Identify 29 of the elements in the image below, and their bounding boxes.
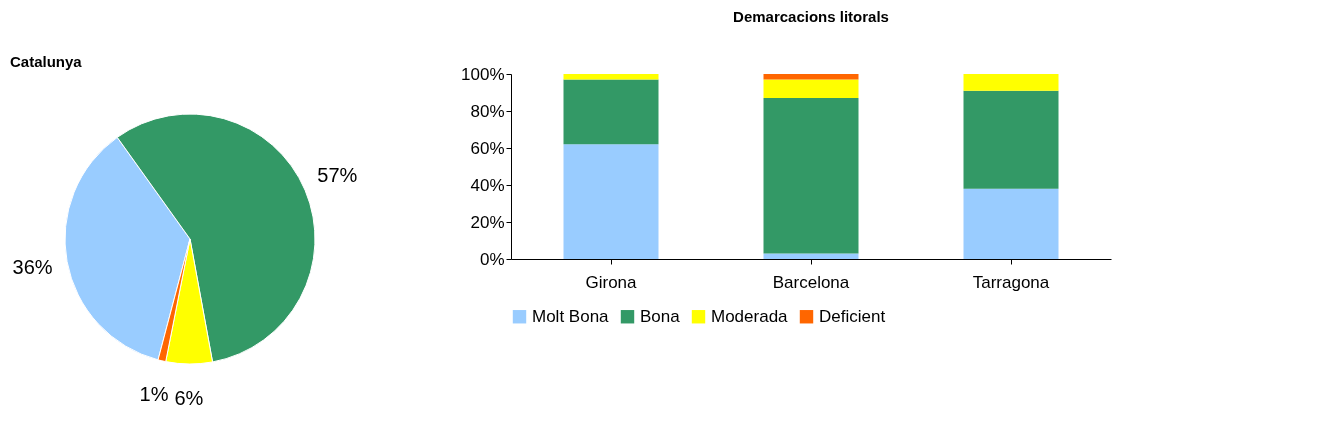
data-label: 6%: [174, 387, 204, 409]
chart-title: Catalunya: [10, 53, 83, 70]
legend-label: Deficient: [819, 306, 886, 326]
bar: [963, 188, 1059, 259]
x-tick-label: Girona: [585, 272, 638, 292]
bar: [563, 74, 659, 80]
bar: [763, 74, 859, 80]
y-tick-label: 0%: [479, 249, 505, 269]
chart-title: Demarcacions litorals: [733, 8, 889, 25]
y-tick-label: 20%: [470, 212, 505, 232]
y-tick-label: 100%: [461, 64, 505, 84]
bar: [563, 144, 659, 259]
bar: [763, 253, 859, 259]
bar: [763, 79, 859, 99]
data-label: 57%: [317, 164, 358, 187]
legend-label: Bona: [640, 306, 681, 326]
y-tick-label: 80%: [470, 101, 505, 121]
data-label: 36%: [12, 255, 53, 278]
bar: [763, 98, 859, 254]
bar: [563, 79, 659, 145]
y-tick-label: 40%: [470, 175, 505, 195]
x-tick-label: Tarragona: [972, 272, 1050, 292]
bar: [963, 90, 1059, 189]
bar: [963, 74, 1059, 91]
data-label: 1%: [139, 382, 169, 405]
legend-label: Molt Bona: [532, 306, 610, 326]
x-tick-label: Barcelona: [772, 272, 850, 292]
legend-label: Moderada: [711, 306, 789, 326]
y-tick-label: 60%: [470, 138, 505, 158]
